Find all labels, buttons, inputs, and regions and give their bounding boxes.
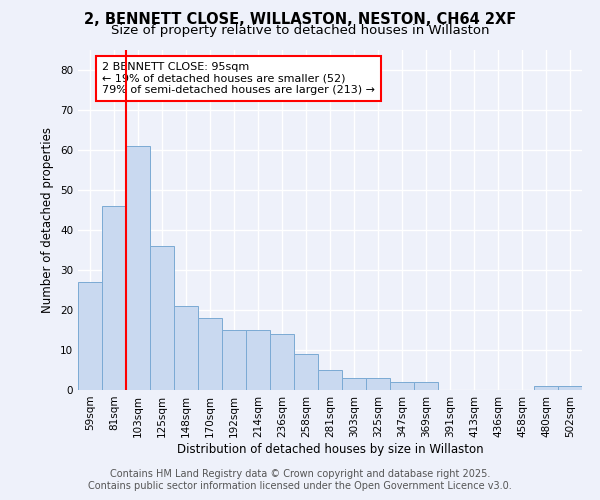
- Bar: [558, 386, 582, 390]
- X-axis label: Distribution of detached houses by size in Willaston: Distribution of detached houses by size …: [176, 442, 484, 456]
- Text: 2, BENNETT CLOSE, WILLASTON, NESTON, CH64 2XF: 2, BENNETT CLOSE, WILLASTON, NESTON, CH6…: [84, 12, 516, 28]
- Bar: [390, 382, 414, 390]
- Bar: [102, 206, 126, 390]
- Bar: [270, 334, 294, 390]
- Bar: [294, 354, 318, 390]
- Bar: [198, 318, 222, 390]
- Bar: [414, 382, 438, 390]
- Bar: [126, 146, 150, 390]
- Bar: [222, 330, 246, 390]
- Bar: [78, 282, 102, 390]
- Bar: [366, 378, 390, 390]
- Bar: [318, 370, 342, 390]
- Bar: [342, 378, 366, 390]
- Bar: [246, 330, 270, 390]
- Text: 2 BENNETT CLOSE: 95sqm
← 19% of detached houses are smaller (52)
79% of semi-det: 2 BENNETT CLOSE: 95sqm ← 19% of detached…: [102, 62, 375, 95]
- Text: Size of property relative to detached houses in Willaston: Size of property relative to detached ho…: [111, 24, 489, 37]
- Bar: [534, 386, 558, 390]
- Text: Contains HM Land Registry data © Crown copyright and database right 2025.
Contai: Contains HM Land Registry data © Crown c…: [88, 470, 512, 491]
- Y-axis label: Number of detached properties: Number of detached properties: [41, 127, 55, 313]
- Bar: [174, 306, 198, 390]
- Bar: [150, 246, 174, 390]
